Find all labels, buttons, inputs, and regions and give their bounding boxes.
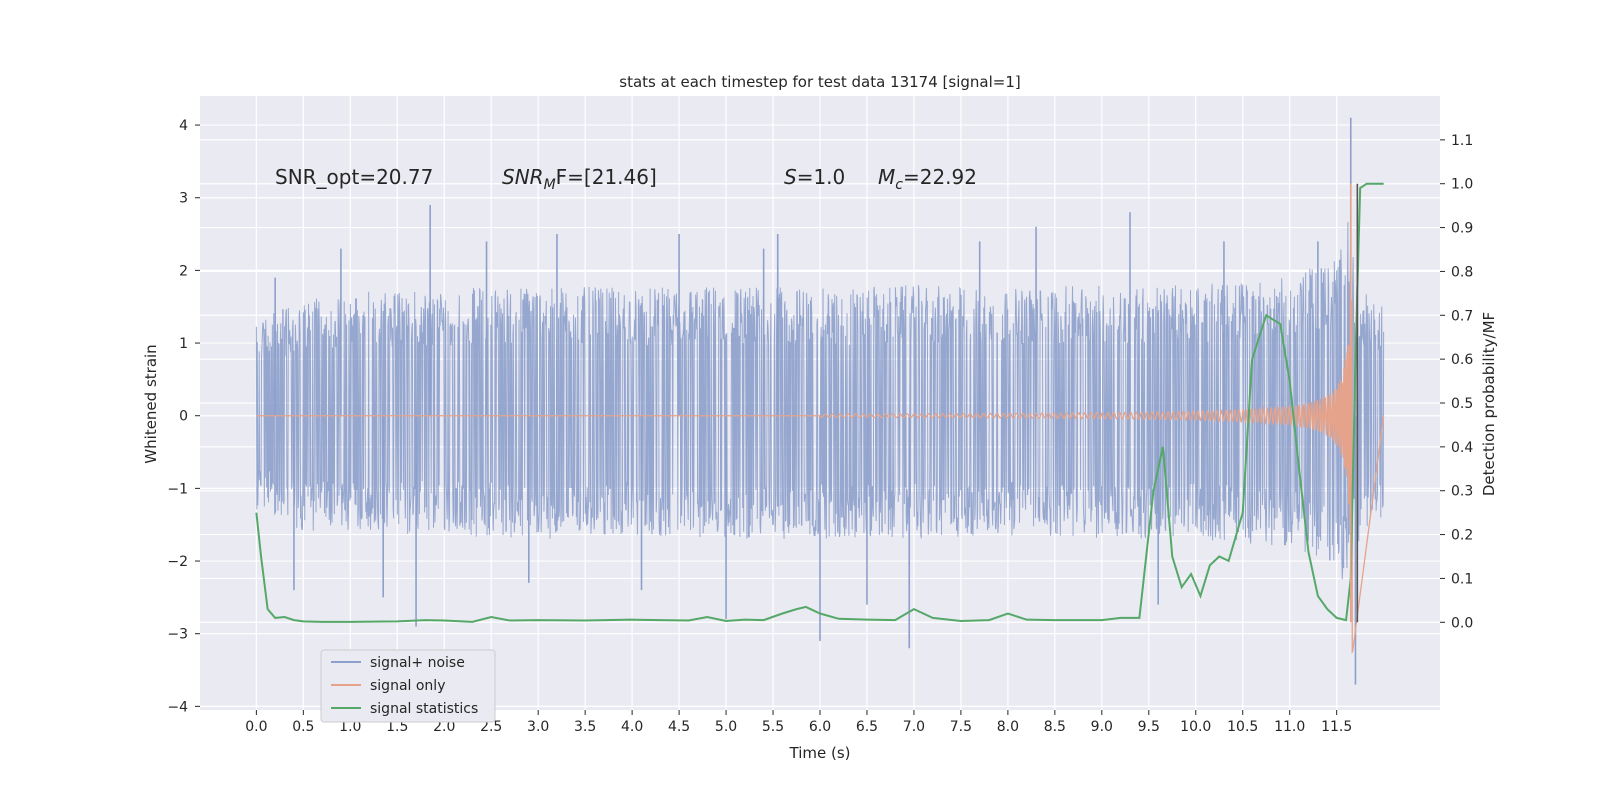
x-tick-label: 4.0 bbox=[621, 719, 643, 735]
stats-line bbox=[255, 182, 1384, 623]
y-right-tick-label: 0.6 bbox=[1451, 352, 1473, 368]
series-signal-statistics bbox=[255, 182, 1384, 623]
vertical-markers bbox=[1349, 183, 1359, 623]
x-axis-ticks: 0.0 0.5 1.0 1.5 2.0 2.5 3.0 3.5 4.0 4.5 5.0 5.5 6.0 6… bbox=[245, 710, 1352, 735]
y-right-tick-label: 1.1 bbox=[1451, 133, 1473, 149]
x-tick-label: 4.5 bbox=[668, 719, 690, 735]
s-rest: =1.0 bbox=[797, 165, 846, 189]
legend-label-signal-only: signal only bbox=[370, 678, 445, 694]
x-tick-label: 10.0 bbox=[1180, 719, 1211, 735]
x-tick-label: 7.0 bbox=[903, 719, 925, 735]
y-right-tick-label: 0.0 bbox=[1451, 615, 1473, 631]
y-axis-left-label: Whitened strain bbox=[142, 344, 160, 463]
mc-main: M bbox=[878, 165, 895, 189]
x-tick-label: 8.0 bbox=[997, 719, 1019, 735]
y-axis-right-label: Detection probability/MF bbox=[1480, 312, 1498, 496]
x-tick-label: 5.5 bbox=[762, 719, 784, 735]
y-right-tick-label: 0.2 bbox=[1451, 528, 1473, 544]
x-tick-label: 0.0 bbox=[245, 719, 267, 735]
snr-mf-sub: M bbox=[544, 177, 556, 193]
x-tick-label: 2.0 bbox=[433, 719, 455, 735]
x-tick-label: 9.5 bbox=[1138, 719, 1160, 735]
y-left-tick-label: −2 bbox=[167, 554, 188, 570]
x-tick-label: 0.5 bbox=[292, 719, 314, 735]
x-tick-label: 1.0 bbox=[339, 719, 361, 735]
y-right-tick-label: 0.4 bbox=[1451, 440, 1473, 456]
s-main: S bbox=[784, 165, 797, 189]
legend-label-signal-noise: signal+ noise bbox=[370, 655, 465, 671]
y-left-tick-label: −1 bbox=[167, 481, 188, 497]
y-axis-left-ticks: 4 3 2 1 0 −1 −2 −3 −4 bbox=[167, 118, 200, 715]
x-tick-label: 5.0 bbox=[715, 719, 737, 735]
mc-rest: =22.92 bbox=[903, 165, 977, 189]
mc-sub: c bbox=[895, 177, 903, 193]
snr-mf-rest: F=[21.46] bbox=[556, 165, 657, 189]
x-tick-label: 1.5 bbox=[386, 719, 408, 735]
x-tick-label: 6.5 bbox=[856, 719, 878, 735]
y-left-tick-label: 3 bbox=[179, 191, 188, 207]
annotation-snr-opt: SNR_opt=20.77 bbox=[275, 165, 433, 189]
annotation-s: S=1.0 bbox=[784, 165, 845, 189]
x-tick-label: 9.0 bbox=[1091, 719, 1113, 735]
x-tick-label: 11.0 bbox=[1274, 719, 1305, 735]
x-tick-label: 8.5 bbox=[1044, 719, 1066, 735]
x-tick-label: 10.5 bbox=[1227, 719, 1258, 735]
x-tick-label: 7.5 bbox=[950, 719, 972, 735]
y-left-tick-label: 1 bbox=[179, 336, 188, 352]
y-right-tick-label: 0.9 bbox=[1451, 221, 1473, 237]
legend: signal+ noise signal only signal statist… bbox=[320, 649, 496, 723]
annotation-snr-mf: SNRMF=[21.46] bbox=[502, 165, 657, 193]
y-left-tick-label: 0 bbox=[179, 409, 188, 425]
y-axis-right-ticks: 1.1 1.0 0.9 0.8 0.7 0.6 0.5 0.4 0.3 0.2 0.1 0.0 bbox=[1440, 133, 1473, 631]
y-right-tick-label: 0.7 bbox=[1451, 308, 1473, 324]
x-tick-label: 3.5 bbox=[574, 719, 596, 735]
y-right-tick-label: 0.8 bbox=[1451, 264, 1473, 280]
y-right-tick-label: 0.3 bbox=[1451, 484, 1473, 500]
y-left-tick-label: −4 bbox=[167, 699, 188, 715]
y-left-tick-label: −3 bbox=[167, 627, 188, 643]
x-axis-label: Time (s) bbox=[789, 744, 851, 762]
x-tick-label: 11.5 bbox=[1321, 719, 1352, 735]
chart-title: stats at each timestep for test data 131… bbox=[619, 73, 1020, 91]
y-right-tick-label: 0.5 bbox=[1451, 396, 1473, 412]
annotation-mc: Mc=22.92 bbox=[878, 165, 977, 193]
y-right-tick-label: 1.0 bbox=[1451, 177, 1473, 193]
y-left-tick-label: 2 bbox=[179, 263, 188, 279]
y-left-tick-label: 4 bbox=[179, 118, 188, 134]
y-right-tick-label: 0.1 bbox=[1451, 571, 1473, 587]
x-tick-label: 2.5 bbox=[480, 719, 502, 735]
legend-label-signal-statistics: signal statistics bbox=[370, 701, 478, 717]
legend-box bbox=[320, 649, 496, 723]
series-signal-only bbox=[256, 288, 1385, 654]
snr-mf-main: SNR bbox=[502, 165, 544, 189]
x-tick-label: 3.0 bbox=[527, 719, 549, 735]
signal-chirp-line bbox=[256, 288, 1385, 654]
x-tick-label: 6.0 bbox=[809, 719, 831, 735]
